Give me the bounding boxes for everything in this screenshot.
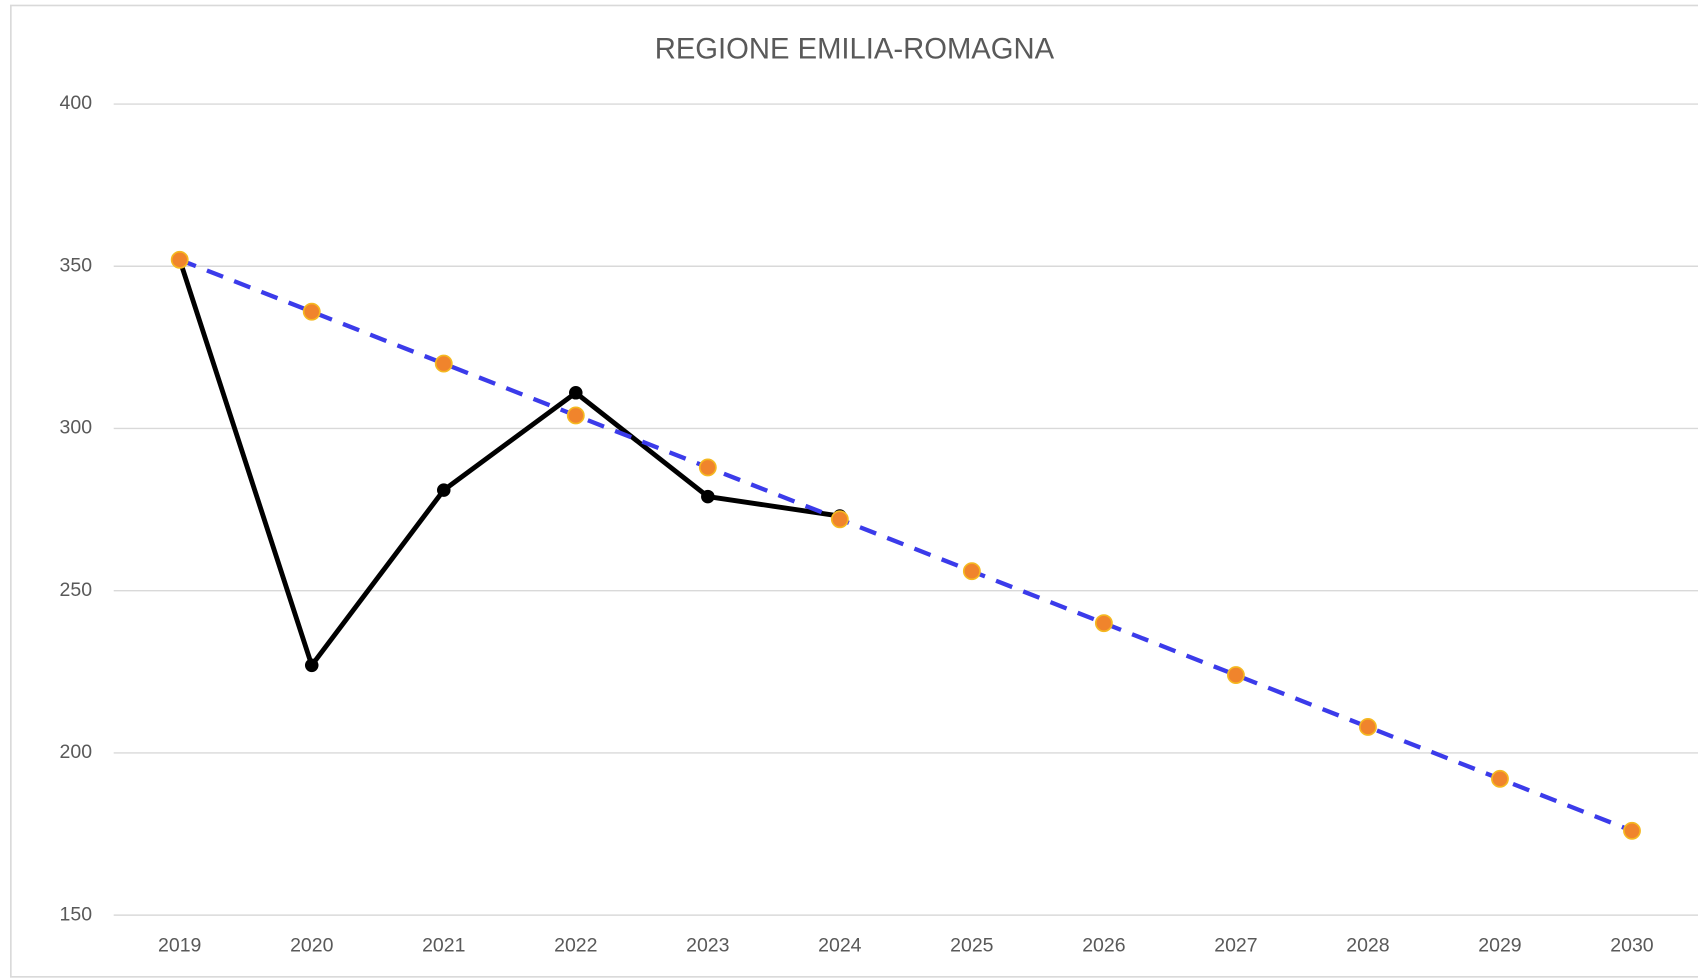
- y-tick-label: 150: [60, 903, 93, 925]
- marker: [1226, 666, 1245, 684]
- series-line: [177, 259, 841, 668]
- x-tick-label: 2026: [1082, 935, 1125, 957]
- x-tick-label: 2021: [422, 935, 465, 957]
- marker: [170, 250, 189, 269]
- y-tick-label: 200: [60, 741, 93, 763]
- x-tick-label: 2024: [818, 935, 862, 957]
- x-tick-label: 2029: [1478, 935, 1521, 957]
- chart-title: REGIONE EMILIA-ROMAGNA: [655, 34, 1055, 66]
- marker: [1491, 769, 1509, 788]
- series-line: [178, 257, 1633, 833]
- y-tick-label: 350: [60, 254, 93, 276]
- marker: [698, 458, 717, 477]
- x-tick-label: 2019: [158, 935, 201, 957]
- x-tick-label: 2028: [1346, 935, 1389, 957]
- x-tick-label: 2022: [554, 935, 597, 957]
- marker: [436, 483, 451, 497]
- y-tick-label: 300: [60, 417, 93, 439]
- marker: [962, 562, 981, 581]
- x-tick-label: 2020: [290, 935, 334, 957]
- x-tick-label: 2023: [686, 935, 729, 957]
- marker: [701, 489, 715, 504]
- marker: [830, 510, 849, 529]
- x-tick-label: 2027: [1214, 935, 1257, 957]
- marker: [302, 302, 321, 321]
- marker: [1359, 718, 1377, 736]
- x-tick-label: 2025: [950, 935, 994, 957]
- marker: [1623, 821, 1641, 840]
- marker: [569, 386, 583, 400]
- marker: [1094, 614, 1113, 633]
- marker: [304, 658, 319, 673]
- x-tick-label: 2030: [1610, 935, 1654, 957]
- marker: [434, 354, 453, 373]
- y-tick-label: 400: [60, 92, 93, 114]
- chart-frame: [10, 4, 1698, 978]
- y-tick-label: 250: [60, 579, 93, 601]
- marker: [566, 406, 585, 425]
